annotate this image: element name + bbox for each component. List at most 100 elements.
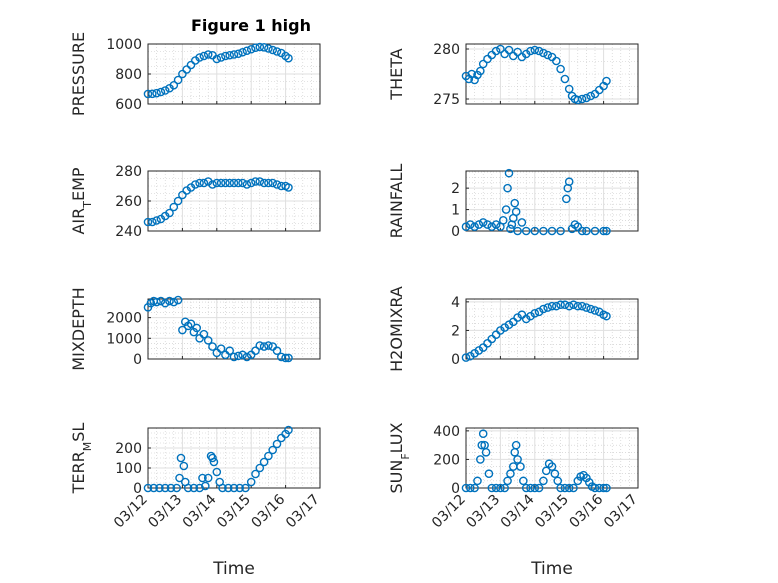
data-point	[143, 217, 153, 227]
data-point	[590, 226, 600, 236]
data-point	[582, 93, 591, 103]
data-point	[199, 51, 209, 61]
data-point	[246, 44, 256, 54]
axes-box	[147, 298, 321, 360]
data-point	[503, 476, 512, 486]
data-point	[473, 476, 482, 486]
y-axis-label-part: SL	[69, 423, 88, 442]
data-point	[470, 483, 479, 493]
data-point	[564, 483, 574, 493]
y-tick-label: 0	[451, 352, 460, 368]
data-point	[268, 45, 278, 55]
data-point	[218, 483, 227, 493]
data-point	[242, 46, 252, 56]
data-point	[259, 43, 269, 52]
data-point	[147, 89, 157, 99]
y-axis-label-part: EMP	[69, 167, 88, 201]
subplot-2: 275 280 THETA	[387, 42, 639, 108]
data-point	[552, 301, 561, 311]
subplot-3: 240 260 280 AIRTEMP	[69, 164, 321, 240]
y-tick-label: 280	[433, 42, 460, 58]
axes-box	[465, 298, 639, 360]
data-point	[602, 76, 611, 86]
data-point	[491, 483, 501, 493]
data-point	[573, 301, 583, 311]
data-point	[506, 469, 515, 479]
data-point	[264, 451, 273, 461]
data-point	[152, 297, 161, 307]
data-point	[201, 481, 210, 491]
data-point	[166, 483, 176, 493]
y-tick-label: 400	[433, 424, 460, 440]
data-point	[516, 462, 525, 471]
data-point	[175, 473, 184, 483]
data-point	[186, 319, 196, 329]
y-tick-label: 0	[451, 481, 460, 497]
data-point	[498, 215, 508, 225]
data-point	[483, 338, 492, 348]
data-point	[208, 342, 217, 351]
y-axis-label-subscript: M	[81, 442, 94, 452]
data-point	[534, 483, 544, 493]
data-point	[233, 178, 243, 188]
data-point	[259, 457, 269, 467]
y-tick-label: 1000	[106, 37, 142, 53]
y-axis-label: PRESSURE	[69, 32, 88, 116]
data-point	[272, 439, 282, 449]
data-point	[573, 95, 583, 105]
data-point	[530, 45, 540, 55]
axes-box	[465, 170, 639, 232]
data-point	[255, 463, 265, 473]
data-point	[195, 53, 204, 62]
data-point	[241, 483, 250, 493]
data-point	[590, 306, 600, 315]
data-point	[268, 445, 278, 455]
data-point	[582, 226, 591, 236]
data-point	[255, 177, 265, 186]
data-point	[152, 216, 161, 225]
data-point	[487, 483, 497, 493]
data-point	[284, 425, 293, 435]
data-point	[172, 483, 181, 493]
data-point	[491, 46, 501, 56]
data-point	[281, 353, 290, 363]
y-axis-label: THETA	[387, 48, 406, 100]
data-point	[539, 48, 548, 58]
data-point	[229, 352, 239, 362]
y-tick-label: 2000	[106, 311, 142, 327]
data-point	[556, 483, 565, 493]
data-point	[476, 66, 485, 76]
data-point	[225, 178, 234, 188]
data-point	[547, 226, 557, 236]
data-point	[530, 226, 540, 236]
data-point	[521, 483, 531, 493]
data-point	[160, 298, 170, 308]
data-point	[564, 84, 574, 94]
data-point	[602, 311, 611, 321]
data-point	[169, 80, 179, 90]
data-point	[577, 226, 587, 236]
y-axis-label: TERRMSL	[69, 423, 94, 495]
data-point	[216, 178, 226, 188]
data-point	[461, 483, 471, 493]
data-point	[543, 303, 553, 312]
y-tick-label: 1	[451, 203, 460, 219]
data-point	[599, 483, 608, 493]
data-point	[229, 50, 239, 59]
data-point	[190, 180, 200, 189]
data-point	[602, 483, 611, 493]
data-point	[496, 44, 505, 54]
data-point	[203, 50, 213, 59]
y-tick-label: 2	[451, 323, 460, 339]
data-point	[599, 226, 608, 236]
data-point	[511, 440, 521, 450]
y-tick-label: 800	[115, 67, 142, 83]
subplot-4: 0 1 2 RAINFALL	[387, 164, 639, 240]
data-point	[143, 89, 153, 99]
data-point	[556, 64, 565, 74]
data-point	[208, 453, 217, 463]
y-tick-label: 100	[115, 461, 142, 477]
data-point	[195, 178, 204, 188]
data-point	[560, 483, 570, 493]
data-point	[229, 483, 239, 493]
